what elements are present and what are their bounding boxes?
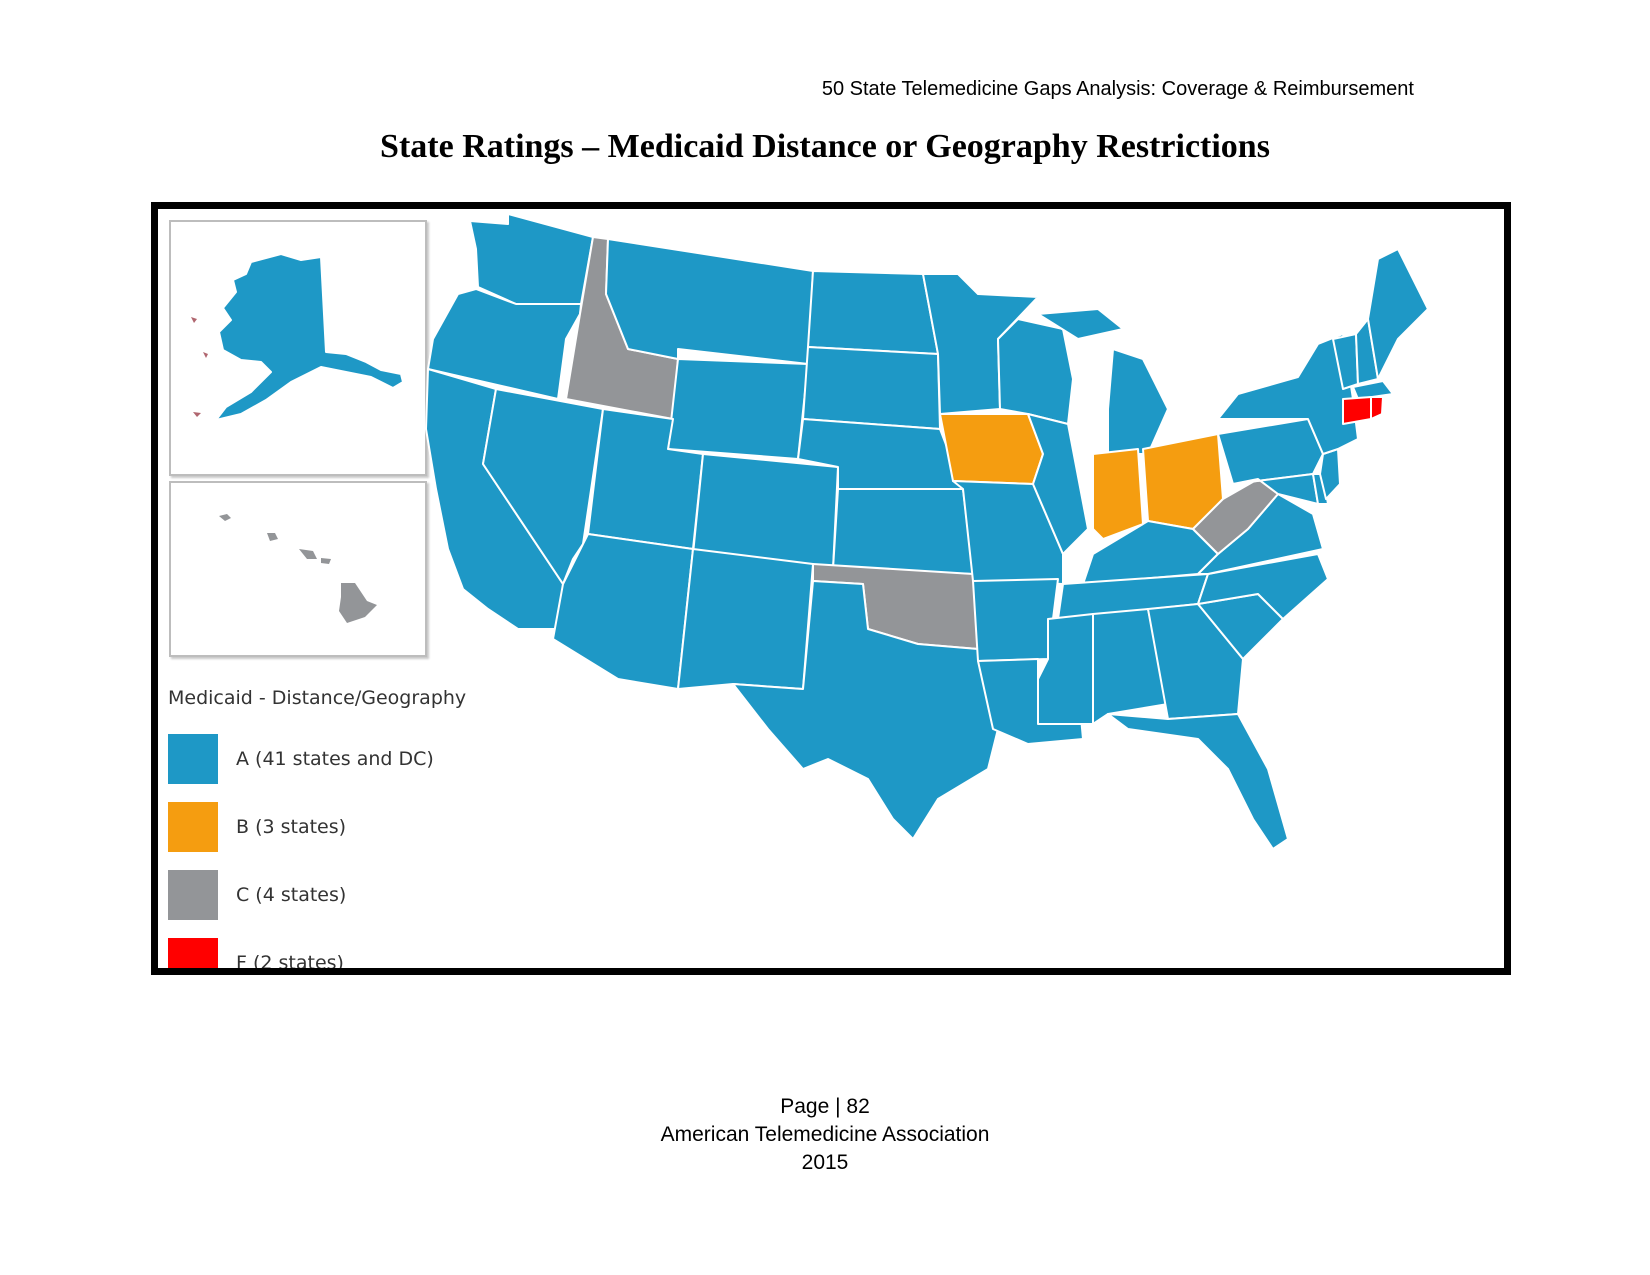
hawaii-map (219, 514, 377, 623)
state-IA (939, 413, 1044, 485)
state-CT (1342, 396, 1372, 425)
state-HI (219, 514, 377, 623)
state-WI (997, 318, 1074, 425)
state-WA (469, 213, 594, 305)
legend-title: Medicaid - Distance/Geography (168, 687, 467, 709)
legend-swatch-c (168, 870, 218, 920)
legend-item-c: C (4 states) (168, 861, 466, 929)
legend-label-c: C (4 states) (236, 884, 347, 906)
map-figure: Medicaid - Distance/Geography A (41 stat… (151, 202, 1511, 975)
page-number: Page | 82 (780, 1095, 870, 1118)
state-GA (1147, 603, 1244, 720)
state-RI (1370, 396, 1384, 420)
legend-item-f: F (2 states) (168, 929, 466, 974)
legend-label-f: F (2 states) (236, 952, 344, 974)
legend-label-a: A (41 states and DC) (236, 748, 434, 770)
state-MD (1232, 473, 1319, 505)
state-MA (1352, 380, 1394, 400)
state-FL (1107, 713, 1289, 850)
map-legend: Medicaid - Distance/Geography A (41 stat… (168, 687, 467, 974)
page-footer: Page | 82 American Telemedicine Associat… (0, 1093, 1650, 1177)
state-AL (1092, 608, 1169, 725)
footer-year: 2015 (801, 1151, 849, 1174)
legend-swatch-a (168, 734, 218, 784)
inset-hawaii (169, 481, 427, 657)
state-SD (802, 346, 941, 430)
state-PA (1217, 418, 1324, 485)
legend-swatch-f (168, 938, 218, 968)
legend-label-b: B (3 states) (236, 816, 347, 838)
state-KS (832, 488, 974, 575)
state-ND (807, 270, 939, 355)
inset-alaska (169, 220, 427, 476)
state-ME (1367, 248, 1429, 380)
state-MT (605, 238, 814, 365)
state-NM (677, 548, 814, 690)
state-WY (667, 358, 809, 460)
state-TX (732, 580, 999, 840)
contiguous-us-map (425, 213, 1429, 850)
legend-swatch-b (168, 802, 218, 852)
state-IL (1027, 413, 1089, 555)
footer-organization: American Telemedicine Association (660, 1123, 990, 1146)
page-title: State Ratings – Medicaid Distance or Geo… (380, 128, 1270, 165)
running-header: 50 State Telemedicine Gaps Analysis: Cov… (821, 78, 1414, 100)
legend-item-a: A (41 states and DC) (168, 725, 466, 793)
alaska-map (191, 253, 404, 421)
state-IN (1092, 448, 1144, 540)
state-OR (427, 288, 582, 400)
legend-item-b: B (3 states) (168, 793, 466, 861)
state-AK (215, 253, 404, 421)
state-AR (972, 578, 1059, 662)
